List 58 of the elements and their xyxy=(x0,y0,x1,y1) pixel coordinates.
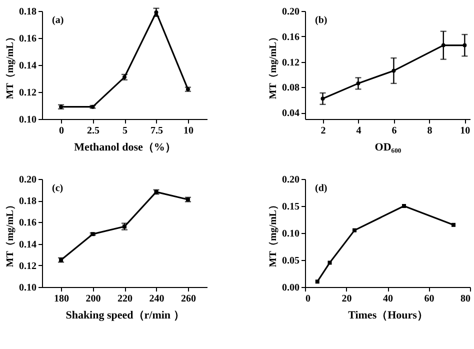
x-tick-label: 0 xyxy=(59,126,64,136)
y-tick-label: 0.04 xyxy=(282,108,300,120)
y-tick-label: 0.10 xyxy=(19,282,36,294)
x-tick-label: 40 xyxy=(383,294,393,304)
y-tick-label: 0.16 xyxy=(19,34,36,44)
annotation: (c) xyxy=(52,183,64,194)
y-tick-label: 0.20 xyxy=(282,174,300,186)
x-tick-label: 80 xyxy=(460,294,470,304)
annotation: (b) xyxy=(315,15,328,26)
x-tick-label: 200 xyxy=(86,294,101,304)
x-tick-label: 10 xyxy=(183,126,194,136)
y-tick-label: 0.05 xyxy=(282,256,300,266)
y-tick-label: 0.20 xyxy=(19,174,36,186)
x-tick-label: 7.5 xyxy=(150,126,163,136)
point xyxy=(452,222,456,227)
x-tick-label: 260 xyxy=(180,294,196,304)
x-tick-label: 0 xyxy=(306,294,310,304)
y-tick-label: 0.20 xyxy=(282,6,300,18)
y-axis-title: MT（mg/mL） xyxy=(268,200,279,268)
y-tick-label: 0.14 xyxy=(19,60,36,72)
point xyxy=(352,228,356,232)
y-tick-label: 0.12 xyxy=(19,88,36,98)
y-tick-label: 0.18 xyxy=(19,6,36,18)
annotation: (a) xyxy=(52,15,64,26)
y-tick-label: 0.10 xyxy=(19,114,36,126)
x-axis-title: Methanol dose（%） xyxy=(74,142,176,154)
point xyxy=(328,260,332,265)
x-axis-title: OD₆₀₀ xyxy=(374,142,402,154)
x-axis-title: Times（Hours） xyxy=(348,310,428,322)
x-tick-label: 60 xyxy=(424,294,434,304)
y-tick-label: 0.00 xyxy=(282,282,300,294)
y-tick-label: 0.16 xyxy=(19,218,36,229)
y-tick-label: 0.12 xyxy=(282,57,300,68)
point xyxy=(315,280,320,284)
y-tick-label: 0.16 xyxy=(282,32,300,43)
y-axis-title: MT（mg/mL） xyxy=(5,200,16,268)
x-tick-label: 2.5 xyxy=(87,126,100,136)
y-tick-label: 0.15 xyxy=(282,202,300,212)
point xyxy=(402,204,406,208)
x-tick-label: 10 xyxy=(460,126,470,136)
x-tick-label: 2 xyxy=(320,126,326,136)
y-tick-label: 0.08 xyxy=(282,82,300,94)
x-tick-label: 6 xyxy=(392,126,397,136)
annotation: (d) xyxy=(315,183,328,194)
x-tick-label: 20 xyxy=(342,294,352,304)
y-axis-title: MT（mg/mL） xyxy=(268,32,279,100)
x-tick-label: 5 xyxy=(122,126,128,136)
y-tick-label: 0.10 xyxy=(282,228,300,240)
x-tick-label: 240 xyxy=(149,294,164,304)
x-tick-label: 180 xyxy=(54,294,70,304)
x-tick-label: 8 xyxy=(427,126,432,136)
x-tick-label: 4 xyxy=(356,126,362,136)
y-tick-label: 0.18 xyxy=(19,196,36,208)
y-tick-label: 0.12 xyxy=(19,260,36,272)
x-axis-title: Shaking speed（r/min ） xyxy=(66,310,184,322)
y-tick-label: 0.14 xyxy=(19,239,36,250)
y-axis-title: MT（mg/mL） xyxy=(5,32,16,100)
x-tick-label: 220 xyxy=(118,294,132,304)
